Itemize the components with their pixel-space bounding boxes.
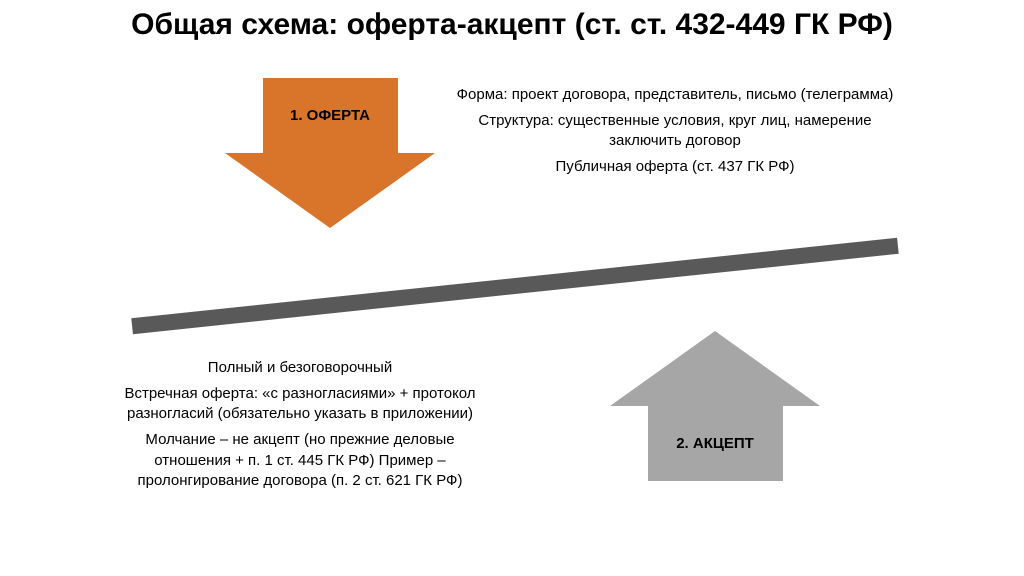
offer-arrow: 1. ОФЕРТА — [225, 78, 435, 228]
accept-description: Полный и безоговорочный Встречная оферта:… — [115, 358, 485, 498]
text-line: Полный и безоговорочный — [115, 358, 485, 378]
accept-arrow-head — [610, 331, 820, 406]
offer-arrow-label: 1. ОФЕРТА — [290, 107, 370, 124]
accept-arrow: 2. АКЦЕПТ — [610, 331, 820, 481]
diagram-area: 1. ОФЕРТА 2. АКЦЕПТ Форма: проект догово… — [0, 43, 1024, 553]
accept-arrow-label: 2. АКЦЕПТ — [676, 435, 754, 452]
offer-arrow-head — [225, 153, 435, 228]
accept-arrow-shaft: 2. АКЦЕПТ — [648, 406, 783, 481]
text-line: Встречная оферта: «с разногласиями» + пр… — [115, 384, 485, 425]
offer-description: Форма: проект договора, представитель, п… — [445, 85, 905, 184]
divider-bar — [131, 237, 898, 333]
offer-arrow-shaft: 1. ОФЕРТА — [263, 78, 398, 153]
text-line: Публичная оферта (ст. 437 ГК РФ) — [445, 157, 905, 177]
page-title: Общая схема: оферта-акцепт (ст. ст. 432-… — [0, 0, 1024, 43]
text-line: Структура: существенные условия, круг ли… — [445, 111, 905, 152]
text-line: Молчание – не акцепт (но прежние деловые… — [115, 430, 485, 491]
text-line: Форма: проект договора, представитель, п… — [445, 85, 905, 105]
